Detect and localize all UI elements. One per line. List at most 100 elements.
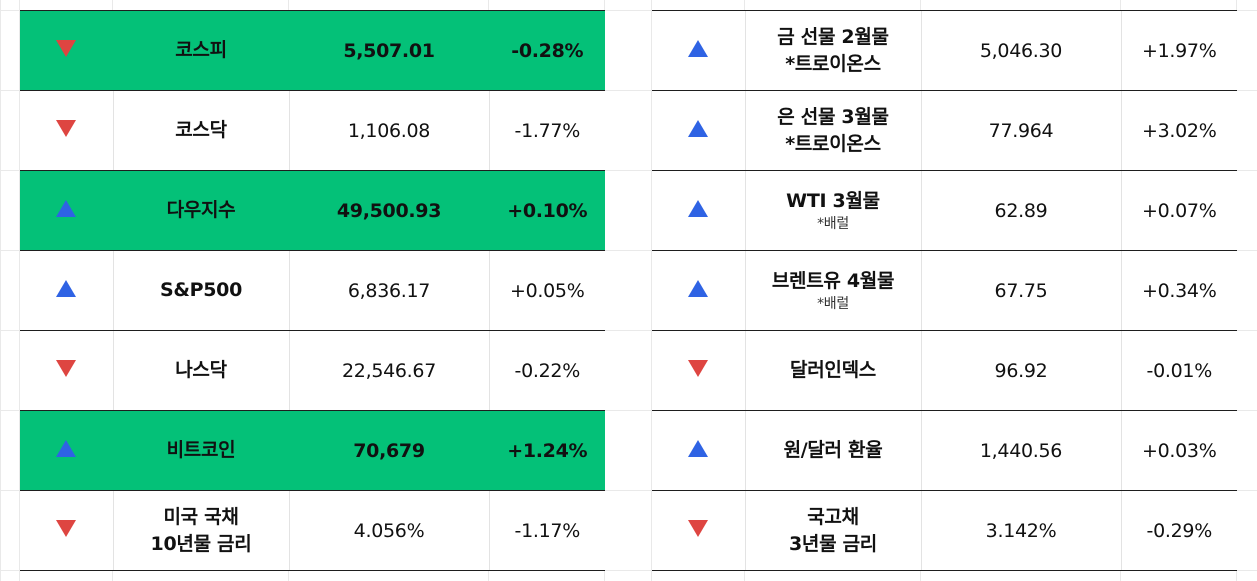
- value-cell: 6,836.17: [288, 250, 489, 331]
- change-cell: +0.07%: [1120, 170, 1237, 251]
- indicator-name-cell: 은 선물 3월물 *트로이온스: [744, 90, 921, 171]
- change-cell: -0.01%: [1120, 330, 1237, 411]
- value-cell: 1,440.56: [920, 410, 1121, 491]
- table-row: 브렌트유 4월물 *배럴 67.75 +0.34%: [652, 250, 1237, 331]
- value-cell: 67.75: [920, 250, 1121, 331]
- indicator-name-cell: 코스닥: [112, 90, 289, 171]
- value-cell: 4.056%: [288, 490, 489, 571]
- direction-cell: [20, 170, 113, 251]
- table-row: 미국 국채 10년물 금리 4.056% -1.17%: [20, 490, 605, 571]
- direction-cell: [20, 250, 113, 331]
- direction-cell: [652, 10, 745, 91]
- indicator-name: 비트코인: [166, 439, 236, 461]
- indicator-name: 국고채 3년물 금리: [789, 505, 877, 555]
- change-cell: -0.28%: [488, 10, 605, 91]
- indicator-name-cell: 다우지수: [112, 170, 289, 251]
- indicator-name: 달러인덱스: [790, 359, 876, 381]
- table-row: 금 선물 2월물 *트로이온스 5,046.30 +1.97%: [652, 10, 1237, 91]
- value-cell: 5,507.01: [288, 10, 489, 91]
- table-row: 나스닥 22,546.67 -0.22%: [20, 330, 605, 411]
- table-row: 국고채 3년물 금리 3.142% -0.29%: [652, 490, 1237, 571]
- table-row: 비트코인 70,679 +1.24%: [20, 410, 605, 491]
- table-row: 코스피 5,507.01 -0.28%: [20, 10, 605, 91]
- direction-cell: [652, 330, 745, 411]
- indicator-name: 브렌트유 4월물: [771, 270, 895, 292]
- indicator-name: 금 선물 2월물 *트로이온스: [777, 25, 889, 75]
- triangle-down-icon: [56, 519, 77, 537]
- table-row: 다우지수 49,500.93 +0.10%: [20, 170, 605, 251]
- indicator-name-cell: 원/달러 환율: [744, 410, 921, 491]
- direction-cell: [652, 410, 745, 491]
- triangle-down-icon: [56, 39, 77, 57]
- table-row: 코스닥 1,106.08 -1.77%: [20, 90, 605, 171]
- indicator-name: S&P500: [159, 279, 243, 301]
- change-cell: +0.10%: [488, 170, 605, 251]
- indicator-name-cell: 미국 국채 10년물 금리: [112, 490, 289, 571]
- indicator-name-cell: 비트코인: [112, 410, 289, 491]
- change-cell: +3.02%: [1120, 90, 1237, 171]
- indicator-name-cell: 국고채 3년물 금리: [744, 490, 921, 571]
- indicator-name: 다우지수: [166, 199, 236, 221]
- indicator-name-cell: 브렌트유 4월물 *배럴: [744, 250, 921, 331]
- direction-cell: [652, 90, 745, 171]
- indicator-unit: *배럴: [817, 296, 849, 312]
- direction-cell: [20, 490, 113, 571]
- market-table-left: 코스피 5,507.01 -0.28% 코스닥 1,106.08 -1.77% …: [20, 10, 605, 571]
- indicator-name: 은 선물 3월물 *트로이온스: [777, 105, 889, 155]
- triangle-up-icon: [688, 439, 709, 457]
- value-cell: 77.964: [920, 90, 1121, 171]
- change-cell: +1.24%: [488, 410, 605, 491]
- triangle-up-icon: [56, 279, 77, 297]
- table-row: WTI 3월물 *배럴 62.89 +0.07%: [652, 170, 1237, 251]
- indicator-name-cell: 금 선물 2월물 *트로이온스: [744, 10, 921, 91]
- triangle-up-icon: [56, 199, 77, 217]
- direction-cell: [20, 90, 113, 171]
- triangle-up-icon: [688, 279, 709, 297]
- triangle-up-icon: [688, 119, 709, 137]
- indicator-name: 나스닥: [175, 359, 227, 381]
- triangle-up-icon: [56, 439, 77, 457]
- triangle-down-icon: [56, 359, 77, 377]
- value-cell: 3.142%: [920, 490, 1121, 571]
- change-cell: +0.05%: [488, 250, 605, 331]
- triangle-down-icon: [688, 359, 709, 377]
- indicator-name: 원/달러 환율: [783, 439, 883, 461]
- change-cell: -0.22%: [488, 330, 605, 411]
- value-cell: 62.89: [920, 170, 1121, 251]
- direction-cell: [20, 410, 113, 491]
- indicator-name: 코스피: [175, 39, 227, 61]
- table-row: 달러인덱스 96.92 -0.01%: [652, 330, 1237, 411]
- indicator-unit: *배럴: [817, 216, 849, 232]
- indicator-name: 코스닥: [175, 119, 227, 141]
- market-table-right: 금 선물 2월물 *트로이온스 5,046.30 +1.97% 은 선물 3월물…: [652, 10, 1237, 571]
- value-cell: 1,106.08: [288, 90, 489, 171]
- table-row: 원/달러 환율 1,440.56 +0.03%: [652, 410, 1237, 491]
- value-cell: 96.92: [920, 330, 1121, 411]
- indicator-name-cell: 달러인덱스: [744, 330, 921, 411]
- change-cell: +1.97%: [1120, 10, 1237, 91]
- indicator-name-cell: 코스피: [112, 10, 289, 91]
- value-cell: 22,546.67: [288, 330, 489, 411]
- value-cell: 5,046.30: [920, 10, 1121, 91]
- change-cell: -1.77%: [488, 90, 605, 171]
- change-cell: -1.17%: [488, 490, 605, 571]
- table-row: S&P500 6,836.17 +0.05%: [20, 250, 605, 331]
- indicator-name-cell: 나스닥: [112, 330, 289, 411]
- value-cell: 70,679: [288, 410, 489, 491]
- triangle-up-icon: [688, 39, 709, 57]
- value-cell: 49,500.93: [288, 170, 489, 251]
- indicator-name-cell: S&P500: [112, 250, 289, 331]
- indicator-name: WTI 3월물: [786, 190, 880, 212]
- indicator-name: 미국 국채 10년물 금리: [150, 505, 252, 555]
- change-cell: +0.34%: [1120, 250, 1237, 331]
- direction-cell: [652, 490, 745, 571]
- change-cell: -0.29%: [1120, 490, 1237, 571]
- direction-cell: [652, 170, 745, 251]
- change-cell: +0.03%: [1120, 410, 1237, 491]
- triangle-down-icon: [56, 119, 77, 137]
- triangle-up-icon: [688, 199, 709, 217]
- direction-cell: [20, 330, 113, 411]
- direction-cell: [20, 10, 113, 91]
- triangle-down-icon: [688, 519, 709, 537]
- direction-cell: [652, 250, 745, 331]
